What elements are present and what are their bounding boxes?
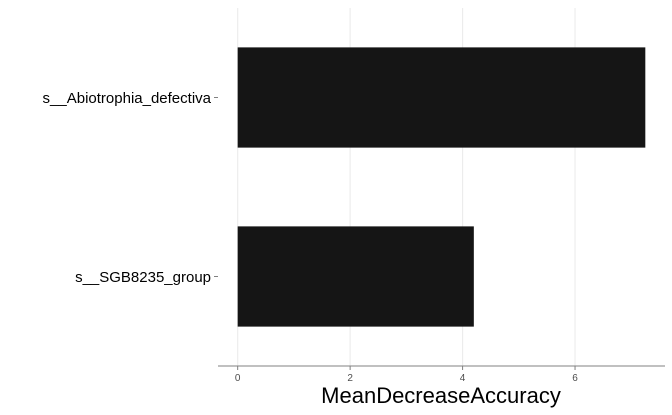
- bar-s__SGB8235_group: [237, 226, 474, 327]
- x-tick-label: 4: [460, 373, 466, 384]
- x-axis-title: MeanDecreaseAccuracy: [321, 383, 561, 408]
- y-category-label: s__SGB8235_group: [75, 269, 211, 286]
- x-tick-label: 6: [572, 373, 578, 384]
- y-category-label: s__Abiotrophia_defectiva: [43, 90, 212, 107]
- y-axis-categories: s__Abiotrophia_defectiva s__SGB8235_group: [43, 90, 218, 286]
- x-tick-label: 0: [235, 373, 241, 384]
- x-axis-ticks: 0 2 4 6: [235, 366, 578, 384]
- bars: [237, 47, 646, 327]
- x-tick-label: 2: [347, 373, 353, 384]
- bar-s__Abiotrophia_defectiva: [237, 47, 646, 148]
